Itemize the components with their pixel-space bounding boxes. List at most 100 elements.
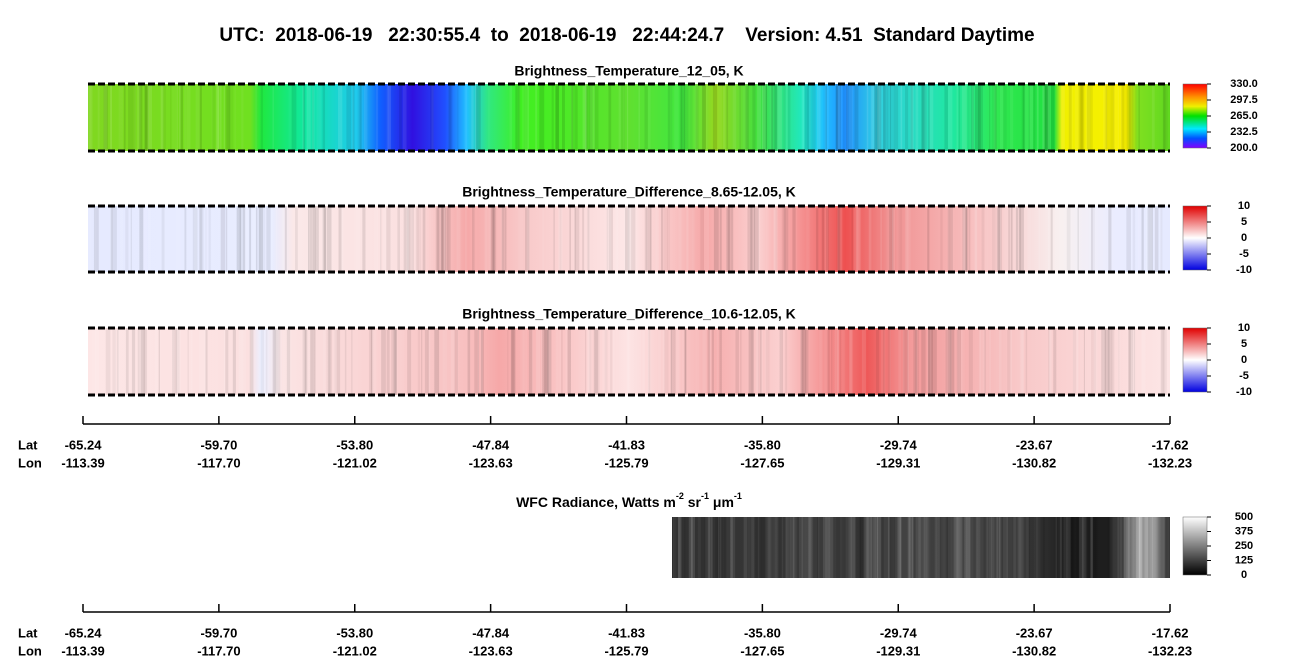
- lat-label: -17.62: [1152, 625, 1189, 640]
- image-texture: [266, 328, 269, 395]
- image-texture: [399, 84, 402, 151]
- image-texture: [958, 84, 961, 151]
- image-texture: [387, 84, 392, 151]
- image-texture: [314, 206, 319, 272]
- image-texture: [93, 206, 99, 272]
- image-texture: [827, 328, 830, 395]
- image-texture: [864, 517, 868, 578]
- image-texture: [1069, 84, 1071, 151]
- image-texture: [1067, 517, 1071, 578]
- image-texture: [574, 206, 576, 272]
- image-texture: [759, 328, 764, 395]
- image-texture: [925, 517, 929, 578]
- image-texture: [1167, 517, 1170, 578]
- image-texture: [232, 206, 236, 272]
- image-texture: [567, 328, 571, 395]
- image-texture: [886, 84, 889, 151]
- image-texture: [922, 84, 928, 151]
- image-texture: [539, 84, 545, 151]
- image-texture: [1025, 328, 1028, 395]
- image-texture: [1042, 84, 1045, 151]
- image-texture: [988, 328, 991, 395]
- image-texture: [321, 206, 324, 272]
- image-texture: [725, 517, 730, 578]
- image-texture: [923, 517, 926, 578]
- image-texture: [836, 84, 841, 151]
- image-texture: [525, 206, 530, 272]
- image-texture: [719, 206, 722, 272]
- image-texture: [1101, 328, 1107, 395]
- image: [88, 328, 1170, 395]
- image-texture: [1128, 517, 1130, 578]
- image-texture: [244, 206, 250, 272]
- image-texture: [627, 206, 632, 272]
- image-texture: [1037, 517, 1040, 578]
- image-texture: [851, 206, 853, 272]
- image-texture: [326, 206, 332, 272]
- image-texture: [1123, 517, 1126, 578]
- image-texture: [836, 206, 840, 272]
- image-texture: [1144, 328, 1147, 395]
- image-texture: [224, 328, 226, 395]
- image-texture: [1037, 84, 1039, 151]
- image-texture: [663, 206, 668, 272]
- image-texture: [434, 328, 440, 395]
- image-texture: [391, 328, 395, 395]
- image-texture: [781, 206, 786, 272]
- image-texture: [979, 328, 981, 395]
- image-texture: [170, 84, 172, 151]
- image-texture: [465, 206, 468, 272]
- image-texture: [795, 206, 798, 272]
- image-texture: [406, 206, 410, 272]
- image-texture: [740, 328, 742, 395]
- image-texture: [137, 84, 141, 151]
- image-texture: [286, 328, 292, 395]
- image-texture: [585, 84, 588, 151]
- image-texture: [670, 328, 676, 395]
- lon-label: -121.02: [333, 455, 377, 470]
- image-texture: [490, 206, 496, 272]
- image-texture: [551, 84, 554, 151]
- image-texture: [306, 84, 311, 151]
- image-texture: [602, 328, 607, 395]
- image-texture: [295, 206, 298, 272]
- image-texture: [825, 206, 830, 272]
- image-texture: [542, 328, 544, 395]
- image-texture: [801, 328, 807, 395]
- image-texture: [440, 206, 443, 272]
- image-texture: [1125, 517, 1130, 578]
- image-texture: [308, 206, 313, 272]
- image-texture: [593, 328, 598, 395]
- image-texture: [783, 206, 789, 272]
- image-texture: [1138, 84, 1141, 151]
- image-texture: [184, 84, 187, 151]
- image-texture: [705, 517, 709, 578]
- lon-label: -125.79: [604, 455, 648, 470]
- image-texture: [1000, 517, 1004, 578]
- image-texture: [147, 84, 149, 151]
- image-texture: [958, 517, 963, 578]
- image-texture: [169, 206, 172, 272]
- image-texture: [848, 517, 853, 578]
- image-texture: [889, 328, 891, 395]
- image-texture: [272, 328, 277, 395]
- image-texture: [947, 206, 950, 272]
- image-texture: [1082, 328, 1083, 395]
- image-texture: [935, 517, 940, 578]
- image-texture: [953, 517, 959, 578]
- image-texture: [175, 328, 180, 395]
- image-texture: [404, 206, 407, 272]
- image-texture: [1126, 84, 1131, 151]
- lat-lon-axis: Lat Lon -65.24 -113.39 -59.70 -117.70 -53.80 -1…: [18, 604, 1192, 658]
- image-texture: [706, 517, 708, 578]
- image-texture: [975, 206, 977, 272]
- image-texture: [1023, 517, 1026, 578]
- image-texture: [415, 206, 419, 272]
- image-texture: [870, 84, 874, 151]
- image-texture: [848, 517, 853, 578]
- image-texture: [950, 328, 955, 395]
- image-texture: [594, 328, 600, 395]
- image-texture: [510, 84, 513, 151]
- colorbar-label: -10: [1236, 386, 1252, 398]
- image-texture: [628, 206, 633, 272]
